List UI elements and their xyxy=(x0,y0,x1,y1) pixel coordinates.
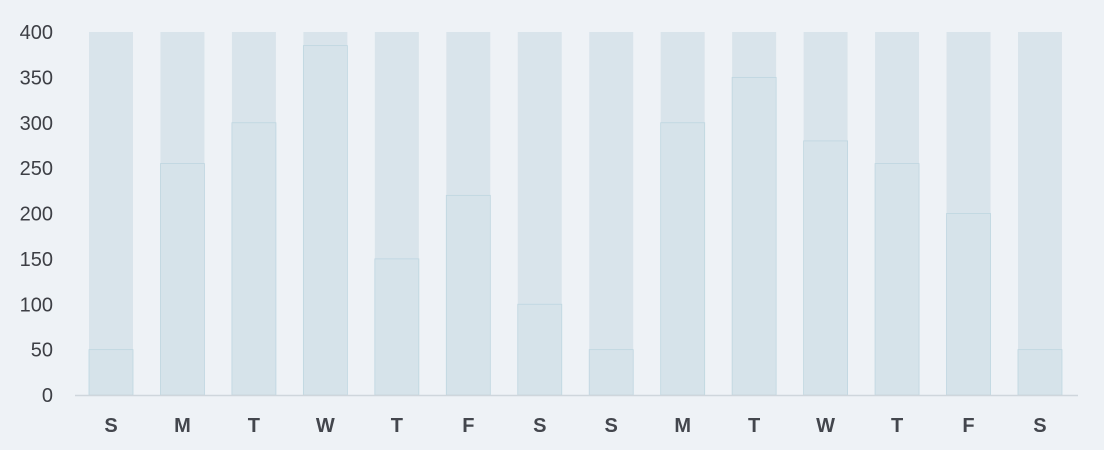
x-tick-label: T xyxy=(391,415,403,437)
y-tick-label: 150 xyxy=(20,249,53,271)
bar xyxy=(731,76,777,396)
y-axis-ticks: 0 50 100 150 200 250 300 350 400 xyxy=(20,22,53,407)
x-tick-label: S xyxy=(104,415,117,437)
y-tick-label: 50 xyxy=(31,340,53,362)
bar xyxy=(946,213,991,396)
bar xyxy=(302,45,348,396)
bar xyxy=(88,349,134,396)
bar-track xyxy=(1017,32,1062,395)
bar xyxy=(160,163,205,396)
x-tick-label: M xyxy=(674,415,691,437)
x-tick-label: W xyxy=(316,415,335,437)
bar xyxy=(1017,349,1063,396)
x-tick-label: S xyxy=(1033,415,1046,437)
x-tick-label: T xyxy=(748,415,760,437)
bar xyxy=(588,349,634,396)
bar xyxy=(231,122,277,396)
data-bars xyxy=(88,45,1063,396)
y-tick-label: 400 xyxy=(20,22,53,44)
y-tick-label: 300 xyxy=(20,113,53,135)
x-tick-label: T xyxy=(248,415,260,437)
bar xyxy=(374,258,420,396)
y-tick-label: 100 xyxy=(20,294,53,316)
x-tick-label: F xyxy=(462,415,474,437)
y-tick-label: 350 xyxy=(20,67,53,89)
bar xyxy=(517,303,563,396)
bar-track xyxy=(589,32,634,395)
x-tick-label: F xyxy=(962,415,974,437)
x-tick-label: W xyxy=(816,415,835,437)
y-tick-label: 200 xyxy=(20,204,53,226)
y-tick-label: 0 xyxy=(42,385,53,407)
bar xyxy=(803,140,848,396)
bar xyxy=(445,194,491,396)
x-tick-label: S xyxy=(533,415,546,437)
bar xyxy=(874,163,920,396)
bar-track xyxy=(89,32,133,395)
x-tick-label: T xyxy=(891,415,903,437)
y-tick-label: 250 xyxy=(20,158,53,180)
x-tick-label: S xyxy=(605,415,618,437)
bar xyxy=(660,122,706,396)
x-tick-label: M xyxy=(174,415,191,437)
